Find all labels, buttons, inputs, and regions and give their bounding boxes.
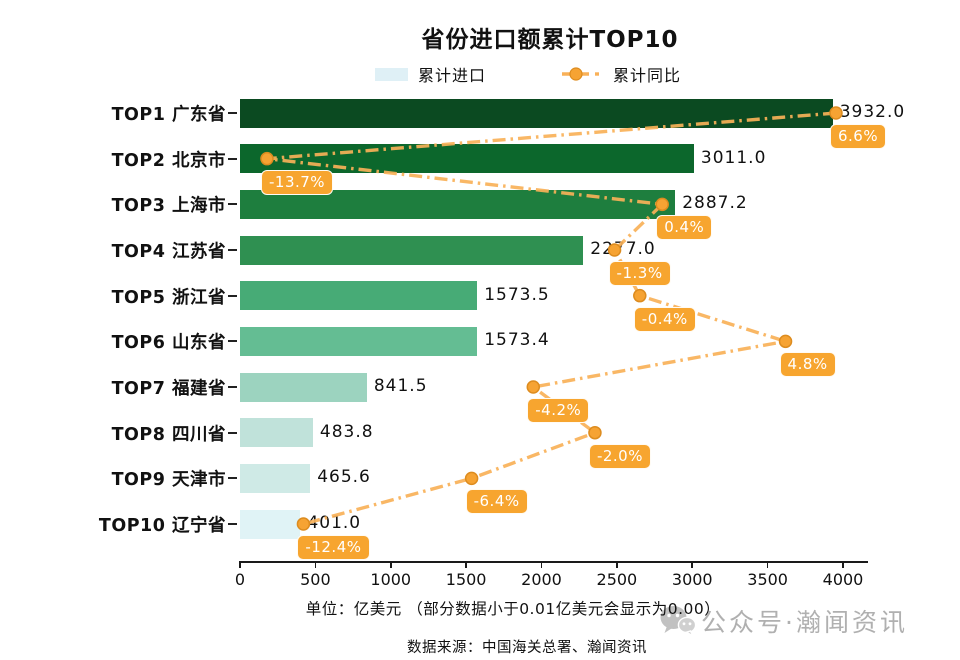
x-tick-label: 0 <box>234 570 246 589</box>
growth-label-top4: -1.3% <box>608 261 671 286</box>
unit-note: 单位：亿美元 （部分数据小于0.01亿美元会显示为0.00） <box>305 600 721 618</box>
value-label-top7: 841.5 <box>373 376 428 397</box>
y-tick <box>228 112 237 114</box>
value-label-top8: 483.8 <box>319 421 374 442</box>
growth-marker-top1 <box>829 106 843 120</box>
bar-top8 <box>240 418 313 448</box>
y-tick <box>228 249 237 251</box>
growth-marker-top5 <box>633 288 647 303</box>
x-tick <box>842 561 844 568</box>
x-tick-label: 2500 <box>596 570 638 589</box>
bar-top5 <box>240 281 478 311</box>
x-tick-label: 3500 <box>747 570 788 589</box>
value-label-top5: 1573.5 <box>484 284 550 305</box>
x-tick-label: 1500 <box>445 570 487 589</box>
category-label-top3: TOP3 上海市 <box>111 196 226 217</box>
y-tick <box>228 431 237 434</box>
growth-label-top10: -12.4% <box>297 535 370 561</box>
x-tick <box>691 561 694 568</box>
growth-label-top6: 4.8% <box>779 352 836 378</box>
bar-top9 <box>240 463 311 493</box>
growth-marker-top7 <box>526 380 541 394</box>
category-label-top4: TOP4 江苏省 <box>111 242 226 262</box>
value-label-top9: 465.6 <box>317 467 371 488</box>
chart-title: 省份进口额累计TOP10 <box>421 27 679 53</box>
bar-top7 <box>240 372 367 402</box>
x-tick-label: 2000 <box>521 570 562 589</box>
growth-marker-top4 <box>607 243 622 257</box>
bar-top2 <box>240 144 694 174</box>
x-tick <box>766 561 769 568</box>
category-label-top9: TOP9 天津市 <box>111 470 226 491</box>
y-tick <box>228 340 237 343</box>
watermark-text: 公众号·瀚闻资讯 <box>701 608 908 637</box>
category-label-top10: TOP10 辽宁省 <box>98 516 226 537</box>
legend-item-growth: 累计同比 <box>561 62 681 86</box>
bar-top6 <box>240 326 478 356</box>
legend: 累计进口 累计同比 <box>375 62 681 86</box>
value-label-top6: 1573.4 <box>484 330 550 351</box>
y-tick <box>228 386 237 389</box>
category-label-top2: TOP2 北京市 <box>111 150 226 171</box>
y-tick <box>228 157 237 160</box>
import-bar-swatch <box>375 67 408 81</box>
growth-marker-top8 <box>588 425 602 440</box>
wechat-bubbles-icon <box>660 606 696 638</box>
x-axis-line <box>240 561 868 563</box>
y-tick <box>228 523 237 526</box>
x-tick <box>314 561 317 568</box>
x-tick-label: 4000 <box>822 570 864 589</box>
growth-label-top1: 6.6% <box>829 124 887 149</box>
x-tick <box>239 561 241 568</box>
value-label-top3: 2887.2 <box>682 193 748 214</box>
bar-top3 <box>240 189 676 219</box>
legend-import-label: 累计进口 <box>418 66 487 85</box>
x-tick-label: 3000 <box>671 570 713 589</box>
growth-marker-top6 <box>778 334 793 349</box>
growth-label-top9: -6.4% <box>465 489 528 515</box>
y-tick <box>228 203 237 206</box>
x-tick <box>616 561 618 568</box>
legend-item-import: 累计进口 <box>375 62 486 86</box>
x-tick-label: 500 <box>300 570 331 589</box>
growth-label-top8: -2.0% <box>588 443 651 469</box>
growth-label-top7: -4.2% <box>527 398 590 424</box>
category-label-top7: TOP7 福建省 <box>111 379 226 400</box>
x-tick-label: 1000 <box>370 570 412 589</box>
bar-top4 <box>240 235 584 265</box>
growth-marker-top2 <box>260 151 274 166</box>
x-tick <box>389 561 392 568</box>
category-label-top5: TOP5 浙江省 <box>111 287 226 308</box>
category-label-top1: TOP1 广东省 <box>111 105 226 125</box>
growth-marker-top3 <box>655 197 669 212</box>
value-label-top4: 2277.0 <box>590 239 656 259</box>
y-tick <box>228 294 237 297</box>
bar-top10 <box>240 509 301 539</box>
x-tick <box>465 561 467 568</box>
growth-line-sample-icon <box>562 67 600 81</box>
growth-marker-top10 <box>296 517 311 531</box>
category-label-top8: TOP8 四川省 <box>111 424 226 445</box>
growth-polyline <box>266 111 837 526</box>
category-label-top6: TOP6 山东省 <box>111 333 226 354</box>
y-tick <box>228 477 237 480</box>
source-note: 数据来源：中国海关总署、瀚闻资讯 <box>407 640 647 656</box>
x-tick <box>540 561 543 568</box>
growth-marker-top9 <box>464 471 479 486</box>
growth-label-top3: 0.4% <box>656 215 713 241</box>
legend-growth-label: 累计同比 <box>613 66 682 85</box>
bar-top1 <box>240 98 833 128</box>
watermark: 公众号·瀚闻资讯 <box>660 603 908 639</box>
value-label-top1: 3932.0 <box>839 102 906 122</box>
value-label-top10: 401.0 <box>307 513 362 534</box>
growth-label-top2: -13.7% <box>260 169 334 195</box>
growth-label-top5: -0.4% <box>633 306 696 332</box>
value-label-top2: 3011.0 <box>700 147 767 168</box>
